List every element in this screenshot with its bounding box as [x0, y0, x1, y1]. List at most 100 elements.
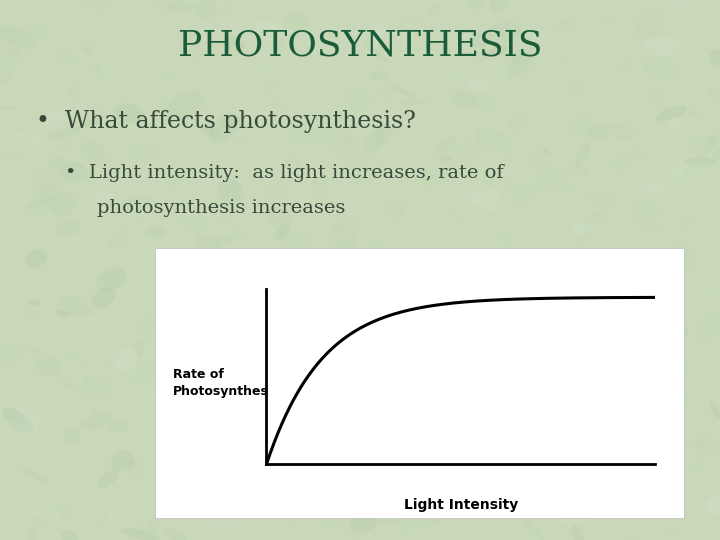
Ellipse shape: [420, 237, 435, 264]
Ellipse shape: [379, 56, 405, 65]
Ellipse shape: [66, 237, 90, 268]
Ellipse shape: [184, 286, 213, 309]
Ellipse shape: [344, 135, 361, 156]
Ellipse shape: [438, 137, 456, 153]
Ellipse shape: [91, 409, 100, 429]
Ellipse shape: [177, 380, 215, 402]
Ellipse shape: [176, 311, 198, 332]
Ellipse shape: [155, 0, 180, 12]
Ellipse shape: [503, 258, 519, 272]
Ellipse shape: [174, 314, 196, 334]
Ellipse shape: [271, 231, 312, 246]
Ellipse shape: [220, 118, 237, 130]
Ellipse shape: [428, 5, 441, 15]
Ellipse shape: [474, 319, 491, 325]
Ellipse shape: [443, 69, 459, 86]
Ellipse shape: [33, 299, 60, 326]
Ellipse shape: [328, 107, 355, 126]
Ellipse shape: [54, 310, 71, 317]
Ellipse shape: [482, 307, 505, 323]
Ellipse shape: [377, 383, 403, 402]
Ellipse shape: [58, 295, 83, 316]
Ellipse shape: [55, 220, 80, 237]
Ellipse shape: [271, 22, 292, 38]
Ellipse shape: [643, 425, 666, 442]
Ellipse shape: [98, 61, 114, 87]
Ellipse shape: [172, 75, 195, 86]
Ellipse shape: [308, 460, 336, 475]
Ellipse shape: [376, 270, 405, 287]
Ellipse shape: [630, 423, 657, 436]
Ellipse shape: [132, 344, 140, 364]
Ellipse shape: [527, 483, 547, 512]
Ellipse shape: [251, 298, 265, 312]
Ellipse shape: [44, 110, 66, 127]
Ellipse shape: [330, 238, 356, 266]
Ellipse shape: [266, 208, 291, 227]
Ellipse shape: [160, 423, 183, 434]
Ellipse shape: [154, 437, 164, 444]
Ellipse shape: [346, 341, 383, 364]
Ellipse shape: [276, 226, 289, 240]
Ellipse shape: [498, 18, 521, 36]
Ellipse shape: [25, 249, 48, 268]
Ellipse shape: [265, 391, 282, 404]
Ellipse shape: [474, 127, 503, 150]
Ellipse shape: [624, 365, 649, 394]
Ellipse shape: [166, 378, 198, 397]
Ellipse shape: [212, 205, 235, 224]
Ellipse shape: [243, 79, 263, 95]
Ellipse shape: [343, 267, 356, 296]
Ellipse shape: [406, 154, 431, 171]
Ellipse shape: [76, 14, 104, 24]
Ellipse shape: [537, 66, 550, 76]
Ellipse shape: [397, 521, 418, 534]
Ellipse shape: [166, 36, 207, 47]
Ellipse shape: [271, 103, 288, 110]
Ellipse shape: [231, 292, 264, 317]
Ellipse shape: [644, 188, 672, 215]
Ellipse shape: [65, 352, 86, 366]
Ellipse shape: [60, 161, 88, 181]
Ellipse shape: [175, 31, 199, 50]
Ellipse shape: [145, 226, 166, 239]
Ellipse shape: [0, 346, 24, 365]
Ellipse shape: [33, 23, 50, 37]
Ellipse shape: [98, 273, 117, 287]
Ellipse shape: [356, 500, 379, 517]
Ellipse shape: [667, 253, 692, 272]
Ellipse shape: [487, 45, 508, 57]
Ellipse shape: [545, 492, 568, 511]
Ellipse shape: [621, 401, 651, 429]
Ellipse shape: [135, 334, 150, 344]
Ellipse shape: [209, 113, 240, 142]
Ellipse shape: [696, 312, 720, 343]
Ellipse shape: [338, 132, 350, 157]
Ellipse shape: [451, 90, 479, 109]
Ellipse shape: [428, 440, 469, 445]
Ellipse shape: [266, 347, 286, 360]
Ellipse shape: [86, 166, 94, 185]
Ellipse shape: [356, 348, 394, 358]
Ellipse shape: [316, 111, 342, 131]
Ellipse shape: [640, 184, 667, 198]
Ellipse shape: [672, 244, 695, 263]
Ellipse shape: [552, 401, 573, 418]
Ellipse shape: [685, 157, 716, 167]
Ellipse shape: [35, 515, 47, 523]
Ellipse shape: [197, 234, 223, 254]
Ellipse shape: [152, 387, 173, 411]
Ellipse shape: [493, 248, 509, 263]
Ellipse shape: [223, 36, 245, 50]
Ellipse shape: [708, 137, 720, 152]
Ellipse shape: [491, 510, 501, 517]
Ellipse shape: [91, 288, 116, 309]
Ellipse shape: [647, 197, 673, 208]
Ellipse shape: [326, 343, 352, 359]
Ellipse shape: [425, 456, 441, 471]
Ellipse shape: [444, 493, 463, 525]
Ellipse shape: [359, 194, 374, 204]
Ellipse shape: [276, 444, 289, 462]
Ellipse shape: [262, 172, 274, 185]
Ellipse shape: [480, 114, 505, 131]
